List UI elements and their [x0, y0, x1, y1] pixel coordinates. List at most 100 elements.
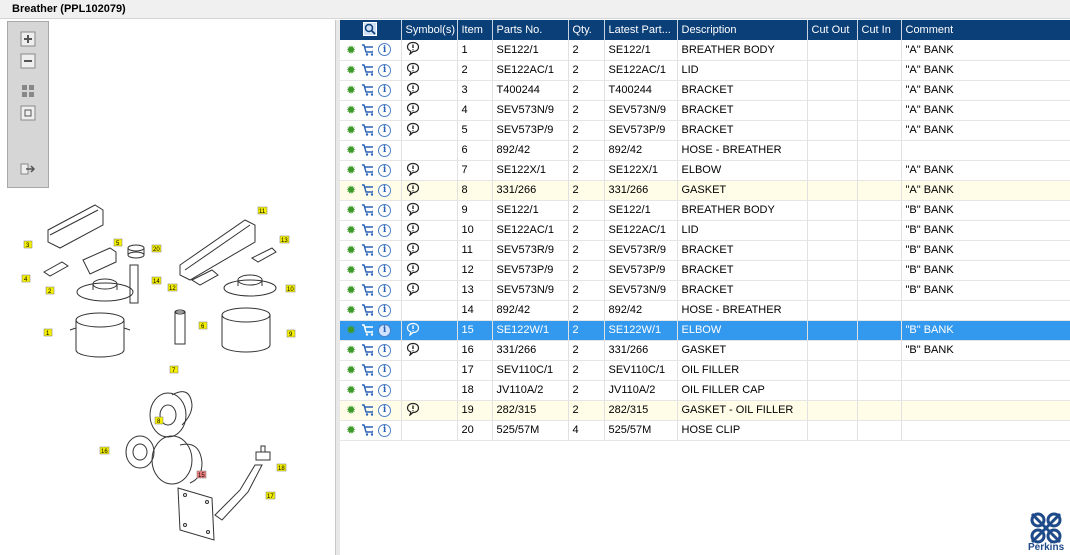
info-icon[interactable]: i [378, 43, 392, 57]
comment-bubble-icon[interactable] [406, 402, 420, 419]
cart-icon[interactable] [361, 84, 374, 96]
export-icon[interactable] [18, 160, 38, 178]
table-row[interactable]: ✹ i 3 T400244 2 T400244 BRACKET "A" BANK [340, 80, 1070, 101]
comment-bubble-icon[interactable] [406, 42, 420, 58]
comment-bubble-icon[interactable] [406, 342, 420, 359]
table-row[interactable]: ✹ i 13 SEV573N/9 2 SEV573N/9 BRACKET "B" BANK [340, 280, 1070, 301]
info-icon[interactable]: i [378, 223, 392, 237]
fit-window-icon[interactable] [18, 104, 38, 122]
comment-bubble-icon[interactable] [406, 222, 420, 239]
cart-icon[interactable] [361, 284, 374, 296]
gear-icon[interactable]: ✹ [346, 403, 357, 417]
comment-bubble-icon[interactable] [406, 182, 420, 199]
info-icon[interactable]: i [378, 383, 392, 397]
col-item[interactable]: Item [457, 20, 493, 40]
gear-icon[interactable]: ✹ [346, 423, 357, 437]
gear-icon[interactable]: ✹ [346, 383, 357, 397]
gear-icon[interactable]: ✹ [346, 63, 357, 77]
gear-icon[interactable]: ✹ [346, 303, 357, 317]
cell-symbol[interactable] [401, 240, 458, 261]
table-row[interactable]: ✹ i 14 892/42 2 892/42 HOSE - BREATHER [340, 300, 1070, 321]
info-icon[interactable]: i [378, 403, 392, 417]
table-row[interactable]: ✹ i 11 SEV573R/9 2 SEV573R/9 BRACKET "B" BANK [340, 240, 1070, 261]
zoom-out-icon[interactable] [18, 52, 38, 70]
cart-icon[interactable] [361, 364, 374, 376]
table-row[interactable]: ✹ i 17 SEV110C/1 2 SEV110C/1 OIL FILLER [340, 360, 1070, 381]
gear-icon[interactable]: ✹ [346, 323, 357, 337]
cart-icon[interactable] [361, 204, 374, 216]
comment-bubble-icon[interactable] [406, 282, 420, 299]
comment-bubble-icon[interactable] [406, 202, 420, 219]
cart-icon[interactable] [361, 384, 374, 396]
gear-icon[interactable]: ✹ [346, 243, 357, 257]
cell-symbol[interactable] [401, 260, 458, 281]
col-comment[interactable]: Comment [901, 20, 1070, 40]
comment-bubble-icon[interactable] [406, 122, 420, 139]
table-row[interactable]: ✹ i 6 892/42 2 892/42 HOSE - BREATHER [340, 140, 1070, 161]
info-icon[interactable]: i [378, 103, 392, 117]
gear-icon[interactable]: ✹ [346, 163, 357, 177]
cart-icon[interactable] [361, 64, 374, 76]
col-symbols[interactable]: Symbol(s) [401, 20, 458, 40]
table-row[interactable]: ✹ i 18 JV110A/2 2 JV110A/2 OIL FILLER CAP [340, 380, 1070, 401]
cell-symbol[interactable] [401, 200, 458, 221]
table-row[interactable]: ✹ i 9 SE122/1 2 SE122/1 BREATHER BODY "B" BANK [340, 200, 1070, 221]
cell-symbol[interactable] [401, 320, 458, 341]
grid-search-button[interactable] [340, 20, 402, 40]
gear-icon[interactable]: ✹ [346, 223, 357, 237]
cell-symbol[interactable] [401, 120, 458, 141]
info-icon[interactable]: i [378, 83, 392, 97]
cart-icon[interactable] [361, 44, 374, 56]
info-icon[interactable]: i [378, 263, 392, 277]
info-icon[interactable]: i [378, 323, 392, 337]
cart-icon[interactable] [361, 164, 374, 176]
info-icon[interactable]: i [378, 163, 392, 177]
cart-icon[interactable] [361, 144, 374, 156]
info-icon[interactable]: i [378, 343, 392, 357]
col-parts-no[interactable]: Parts No. [492, 20, 569, 40]
info-icon[interactable]: i [378, 143, 392, 157]
gear-icon[interactable]: ✹ [346, 103, 357, 117]
cell-symbol[interactable] [401, 220, 458, 241]
cart-icon[interactable] [361, 424, 374, 436]
cell-symbol[interactable] [401, 80, 458, 101]
comment-bubble-icon[interactable] [406, 102, 420, 119]
info-icon[interactable]: i [378, 363, 392, 377]
table-row[interactable]: ✹ i 5 SEV573P/9 2 SEV573P/9 BRACKET "A" BANK [340, 120, 1070, 141]
cart-icon[interactable] [361, 224, 374, 236]
info-icon[interactable]: i [378, 243, 392, 257]
cell-symbol[interactable] [401, 40, 458, 61]
comment-bubble-icon[interactable] [406, 162, 420, 179]
col-latest-part[interactable]: Latest Part... [604, 20, 678, 40]
pane-splitter[interactable] [336, 20, 340, 555]
cart-icon[interactable] [361, 244, 374, 256]
gear-icon[interactable]: ✹ [346, 203, 357, 217]
comment-bubble-icon[interactable] [406, 322, 420, 339]
cart-icon[interactable] [361, 184, 374, 196]
info-icon[interactable]: i [378, 283, 392, 297]
info-icon[interactable]: i [378, 423, 392, 437]
cell-symbol[interactable] [401, 400, 458, 421]
cell-symbol[interactable] [401, 60, 458, 81]
col-cut-in[interactable]: Cut In [857, 20, 902, 40]
diagram-pane[interactable]: 3 5 20 4 2 14 1 11 13 12 10 6 9 7 8 16 1… [0, 20, 336, 555]
cell-symbol[interactable] [401, 340, 458, 361]
comment-bubble-icon[interactable] [406, 242, 420, 259]
cart-icon[interactable] [361, 124, 374, 136]
cart-icon[interactable] [361, 264, 374, 276]
info-icon[interactable]: i [378, 203, 392, 217]
table-row[interactable]: ✹ i 8 331/266 2 331/266 GASKET "A" BANK [340, 180, 1070, 201]
cart-icon[interactable] [361, 324, 374, 336]
gear-icon[interactable]: ✹ [346, 363, 357, 377]
table-row[interactable]: ✹ i 16 331/266 2 331/266 GASKET "B" BANK [340, 340, 1070, 361]
info-icon[interactable]: i [378, 63, 392, 77]
cell-symbol[interactable] [401, 160, 458, 181]
gear-icon[interactable]: ✹ [346, 263, 357, 277]
cart-icon[interactable] [361, 404, 374, 416]
gear-icon[interactable]: ✹ [346, 283, 357, 297]
fit-all-icon[interactable] [18, 82, 38, 100]
cart-icon[interactable] [361, 344, 374, 356]
table-row[interactable]: ✹ i 2 SE122AC/1 2 SE122AC/1 LID "A" BANK [340, 60, 1070, 81]
table-row[interactable]: ✹ i 15 SE122W/1 2 SE122W/1 ELBOW "B" BANK [340, 320, 1070, 341]
table-row[interactable]: ✹ i 20 525/57M 4 525/57M HOSE CLIP [340, 420, 1070, 441]
